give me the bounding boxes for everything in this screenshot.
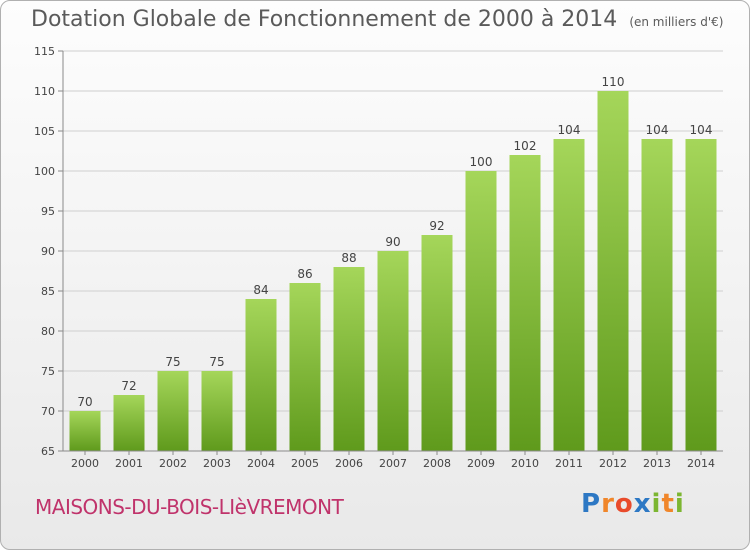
x-tick-label: 2004 [247, 457, 275, 470]
bar-value-label: 75 [165, 355, 180, 369]
x-tick-label: 2005 [291, 457, 319, 470]
y-tick-label: 85 [41, 285, 55, 298]
axes [58, 50, 723, 455]
x-tick-label: 2014 [687, 457, 715, 470]
bar [289, 283, 321, 451]
bar-value-label: 72 [121, 379, 136, 393]
bar-value-label: 84 [253, 283, 268, 297]
labels: 65 70 75 80 85 90 95 100 105 110 115 70 2000 72 2001 75… [34, 45, 715, 470]
logo-letter: t [661, 489, 675, 519]
chart-title: Dotation Globale de Fonctionnement de 20… [31, 7, 723, 32]
y-tick-label: 110 [34, 85, 55, 98]
bar-value-label: 88 [341, 251, 356, 265]
bar [113, 395, 145, 451]
bar-value-label: 75 [209, 355, 224, 369]
x-tick-label: 2013 [643, 457, 671, 470]
bar [333, 267, 365, 451]
bar-value-label: 104 [690, 123, 713, 137]
x-tick-label: 2001 [115, 457, 143, 470]
unit-note: (en milliers d'€) [629, 15, 724, 29]
x-tick-label: 2003 [203, 457, 231, 470]
logo-letter: P [581, 489, 602, 519]
bar [597, 91, 629, 451]
logo-letter: i [674, 489, 685, 519]
bar [421, 235, 453, 451]
bar-value-label: 92 [429, 219, 444, 233]
logo-letter: o [614, 489, 634, 519]
bar [553, 139, 585, 451]
bar [201, 371, 233, 451]
bar [157, 371, 189, 451]
y-tick-label: 95 [41, 205, 55, 218]
bars [69, 91, 717, 451]
bar [641, 139, 673, 451]
town-name: MAISONS-DU-BOIS-LIèVREMONT [35, 495, 344, 519]
bar [245, 299, 277, 451]
bar-value-label: 102 [514, 139, 537, 153]
bar [377, 251, 409, 451]
y-tick-label: 65 [41, 445, 55, 458]
x-tick-label: 2000 [71, 457, 99, 470]
x-tick-label: 2008 [423, 457, 451, 470]
y-tick-label: 75 [41, 365, 55, 378]
bar-value-label: 90 [385, 235, 400, 249]
x-tick-label: 2007 [379, 457, 407, 470]
chart-title-text: Dotation Globale de Fonctionnement de 20… [31, 7, 618, 32]
logo-letter: r [601, 489, 615, 519]
bar-value-label: 86 [297, 267, 312, 281]
y-tick-label: 80 [41, 325, 55, 338]
y-tick-label: 90 [41, 245, 55, 258]
logo-letter: i [651, 489, 662, 519]
x-tick-label: 2012 [599, 457, 627, 470]
bar-value-label: 110 [602, 75, 625, 89]
bar [465, 171, 497, 451]
x-tick-label: 2011 [555, 457, 583, 470]
bar-value-label: 104 [558, 123, 581, 137]
x-tick-label: 2010 [511, 457, 539, 470]
proxiti-logo: Proxiti [581, 489, 685, 519]
bar [69, 411, 101, 451]
bar-value-label: 104 [646, 123, 669, 137]
bar-value-label: 70 [77, 395, 92, 409]
y-tick-label: 70 [41, 405, 55, 418]
y-tick-label: 105 [34, 125, 55, 138]
x-tick-label: 2002 [159, 457, 187, 470]
y-tick-label: 100 [34, 165, 55, 178]
y-tick-label: 115 [34, 45, 55, 58]
bar [685, 139, 717, 451]
logo-letter: x [633, 489, 652, 519]
bar [509, 155, 541, 451]
bar-value-label: 100 [470, 155, 493, 169]
x-tick-label: 2009 [467, 457, 495, 470]
x-tick-label: 2006 [335, 457, 363, 470]
